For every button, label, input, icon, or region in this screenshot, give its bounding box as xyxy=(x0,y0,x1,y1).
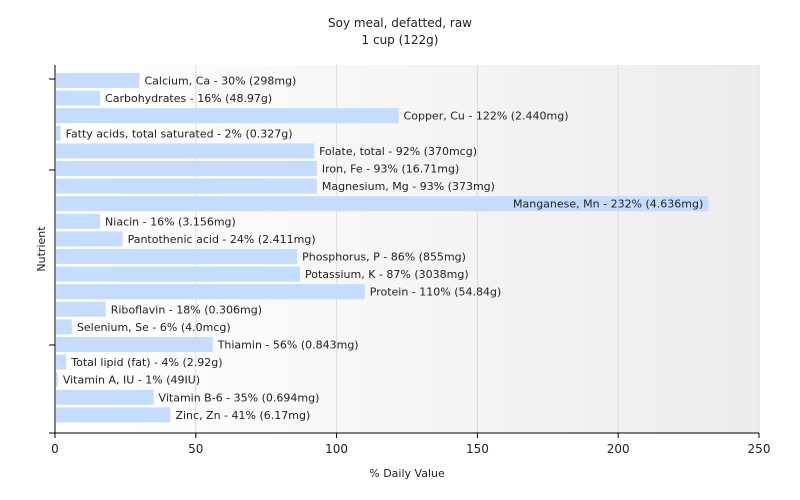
bar xyxy=(56,90,101,106)
bar-label: Total lipid (fat) - 4% (2.92g) xyxy=(70,356,222,369)
bar-label: Selenium, Se - 6% (4.0mcg) xyxy=(77,321,231,334)
bar-label: Fatty acids, total saturated - 2% (0.327… xyxy=(66,127,293,140)
bar-label: Zinc, Zn - 41% (6.17mg) xyxy=(175,409,310,422)
bar-label: Carbohydrates - 16% (48.97g) xyxy=(105,92,272,105)
bar xyxy=(56,213,101,229)
bar xyxy=(56,161,317,176)
bar-labels: Calcium, Ca - 30% (298mg) Carbohydrates -… xyxy=(63,75,703,422)
bar-label: Manganese, Mn - 232% (4.636mg) xyxy=(513,198,703,211)
bar-label: Pantothenic acid - 24% (2.411mg) xyxy=(128,233,316,246)
x-tick-label: 100 xyxy=(325,442,348,456)
chart-title: Soy meal, defatted, raw xyxy=(328,16,472,30)
bar-label: Protein - 110% (54.84g) xyxy=(370,286,502,299)
bar xyxy=(56,319,72,335)
bar-label: Vitamin A, IU - 1% (49IU) xyxy=(63,374,200,387)
bar xyxy=(56,354,67,370)
chart-subtitle: 1 cup (122g) xyxy=(362,33,439,47)
x-tick-labels: 0 50 100 150 200 250 xyxy=(51,442,770,456)
bar xyxy=(56,407,171,423)
bar xyxy=(56,389,154,405)
bar xyxy=(56,178,317,194)
bar xyxy=(56,301,106,317)
bar-label: Phosphorus, P - 86% (855mg) xyxy=(302,251,466,264)
bar xyxy=(56,143,315,159)
bar xyxy=(56,337,213,352)
bar-label: Riboflavin - 18% (0.306mg) xyxy=(111,303,262,316)
bar xyxy=(56,125,61,141)
axes xyxy=(49,65,760,438)
bar xyxy=(56,249,298,264)
bar xyxy=(56,108,399,124)
bar-label: Thiamin - 56% (0.843mg) xyxy=(217,339,359,352)
x-tick-label: 150 xyxy=(466,442,489,456)
x-tick-label: 250 xyxy=(748,442,771,456)
x-tick-label: 0 xyxy=(51,442,59,456)
bars xyxy=(56,73,709,423)
bar-label: Niacin - 16% (3.156mg) xyxy=(105,215,236,228)
bar-label: Iron, Fe - 93% (16.71mg) xyxy=(322,163,459,176)
bar xyxy=(56,284,365,300)
bar-label: Vitamin B-6 - 35% (0.694mg) xyxy=(159,391,320,404)
bar-label: Calcium, Ca - 30% (298mg) xyxy=(144,75,296,88)
bar xyxy=(56,196,709,212)
bar-label: Magnesium, Mg - 93% (373mg) xyxy=(322,180,495,193)
bar xyxy=(56,231,123,247)
bar xyxy=(56,266,300,282)
bar-label: Folate, total - 92% (370mcg) xyxy=(319,145,477,158)
gridlines xyxy=(195,65,760,433)
bar-label: Copper, Cu - 122% (2.440mg) xyxy=(404,110,569,123)
y-axis-label: Nutrient xyxy=(35,226,48,272)
x-axis-label: % Daily Value xyxy=(369,467,445,480)
bar xyxy=(56,372,58,388)
x-tick-label: 50 xyxy=(188,442,203,456)
x-tick-label: 200 xyxy=(607,442,630,456)
bar xyxy=(56,73,140,88)
bar-label: Potassium, K - 87% (3038mg) xyxy=(305,268,469,281)
